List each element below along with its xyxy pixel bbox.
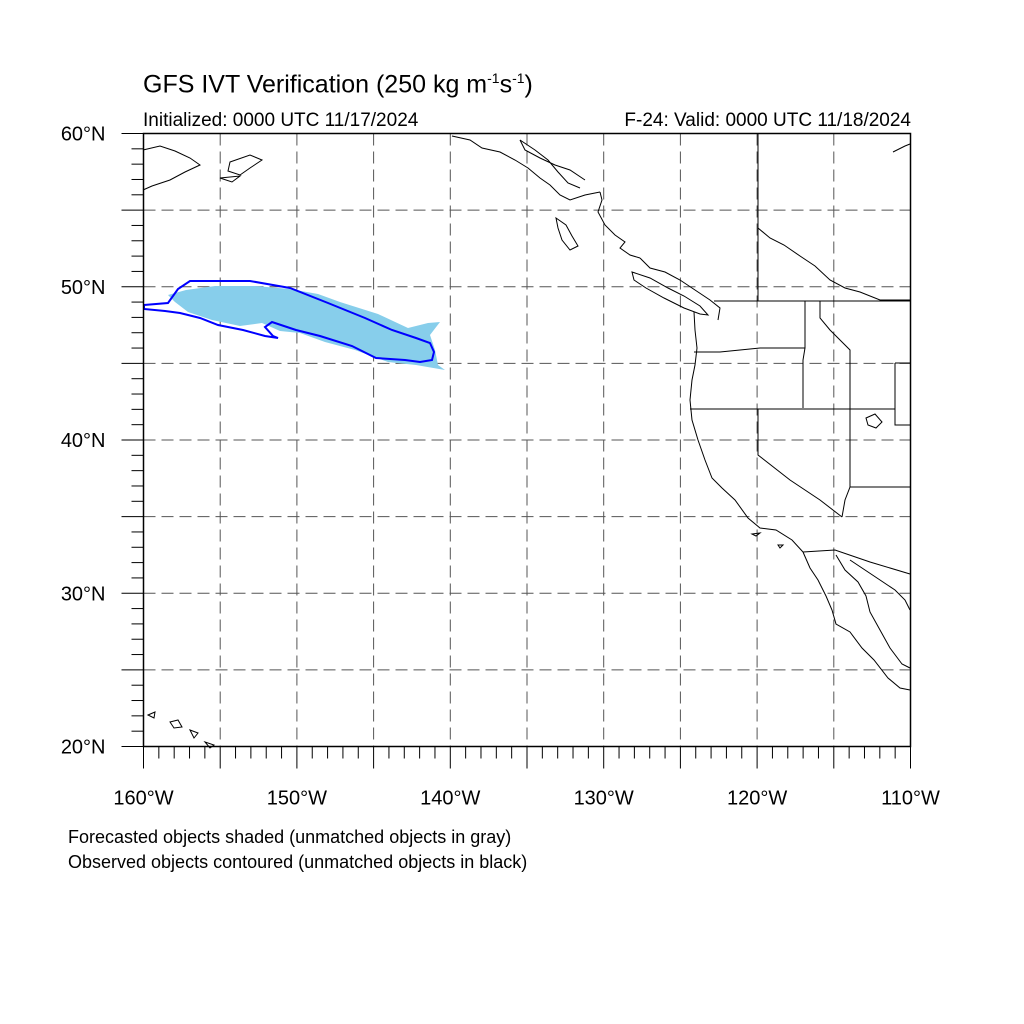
observed-object-contour [143, 280, 436, 364]
political-borders [519, 133, 911, 575]
coastlines [142, 135, 911, 749]
latitude-label: 50°N [61, 277, 106, 299]
longitude-label: 160°W [113, 788, 173, 810]
caption-forecast: Forecasted objects shaded (unmatched obj… [68, 827, 512, 847]
longitude-label: 110°W [881, 788, 940, 810]
caption-observed: Observed objects contoured (unmatched ob… [68, 852, 528, 872]
longitude-label: 140°W [420, 788, 480, 810]
latitude-label: 30°N [61, 583, 106, 605]
initialized-time: Initialized: 0000 UTC 11/17/2024 [143, 110, 419, 131]
longitude-label: 130°W [574, 788, 634, 810]
graticule [143, 133, 911, 747]
latitude-label: 20°N [61, 737, 106, 759]
longitude-labels: 160°W 150°W 140°W 130°W 120°W 110°W [113, 788, 940, 810]
valid-time: F-24: Valid: 0000 UTC 11/18/2024 [624, 110, 911, 131]
axis-ticks [121, 133, 911, 769]
latitude-labels: 60°N 50°N 40°N 30°N 20°N [61, 124, 106, 759]
longitude-label: 150°W [267, 788, 327, 810]
latitude-label: 40°N [61, 430, 106, 452]
forecast-object-shading [168, 286, 445, 370]
map-title: GFS IVT Verification (250 kg m-1s-1) [143, 70, 533, 99]
latitude-label: 60°N [61, 124, 106, 146]
longitude-label: 120°W [727, 788, 787, 810]
